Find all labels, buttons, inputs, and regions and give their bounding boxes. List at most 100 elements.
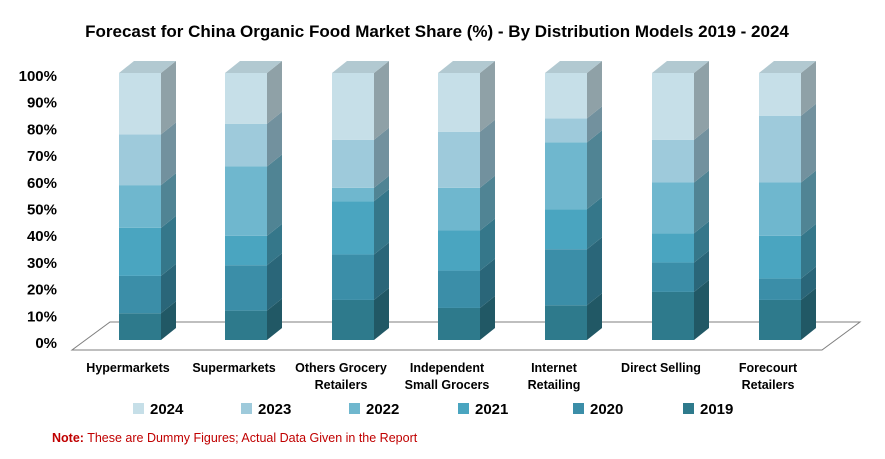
bar-segment-side [801, 170, 816, 236]
legend-swatch [458, 403, 469, 414]
bar-segment-front [332, 73, 374, 140]
bar-segment-side [587, 197, 602, 250]
x-category-label: Retailing [528, 378, 581, 392]
x-category-label: Hypermarkets [86, 361, 169, 375]
bar-segment-2023 [119, 122, 176, 186]
bar-segment-front [332, 254, 374, 300]
bar-segment-front [545, 305, 587, 340]
bar-segment-side [374, 189, 389, 255]
bar-segment-side [801, 223, 816, 279]
bar-segment-2019 [119, 301, 176, 340]
legend-item: 2020 [573, 401, 623, 418]
bar-segment-side [587, 61, 602, 119]
legend-swatch [349, 403, 360, 414]
y-tick-label: 100% [19, 68, 57, 85]
y-tick-label: 70% [27, 148, 57, 165]
bar-top [119, 61, 176, 73]
legend-swatch [683, 403, 694, 414]
bar-segment-side [267, 253, 282, 311]
bar-segment-2021 [332, 189, 389, 255]
legend-label: 2023 [258, 401, 291, 418]
x-category-label: Retailers [315, 378, 368, 392]
bar-stack [545, 61, 602, 340]
bar-segment-2019 [332, 287, 389, 340]
legend-item: 2024 [133, 401, 184, 418]
bar-segment-front [759, 299, 801, 340]
bar-top [225, 61, 282, 73]
bar-segment-side [267, 223, 282, 266]
x-category-label: Forecourt [739, 361, 798, 375]
bar-segment-side [801, 103, 816, 183]
bar-segment-front [759, 235, 801, 279]
bar-segment-side [161, 301, 176, 340]
bar-segment-front [652, 139, 694, 183]
bar-top [652, 61, 709, 73]
legend-label: 2024 [150, 401, 184, 418]
y-tick-label: 60% [27, 175, 57, 192]
bar-segment-side [161, 263, 176, 314]
bar-segment-2021 [438, 218, 495, 271]
bar-segment-2024 [438, 61, 495, 132]
bar-segment-side [587, 106, 602, 143]
y-tick-label: 80% [27, 121, 57, 138]
bar-segment-front [438, 270, 480, 308]
bar-segment-front [225, 123, 267, 167]
bar-segment-side [267, 61, 282, 124]
bar-segment-front [119, 227, 161, 276]
x-category-label: Small Grocers [405, 378, 490, 392]
bar-segment-front [225, 265, 267, 311]
bar-segment-front [332, 187, 374, 202]
bar-segment-2021 [759, 223, 816, 279]
bar-segment-front [225, 73, 267, 124]
bar-segment-side [374, 61, 389, 140]
bar-segment-front [332, 201, 374, 255]
bar-segment-front [225, 235, 267, 266]
bar-segment-side [801, 266, 816, 300]
bar-segment-2024 [119, 61, 176, 135]
bar-segment-side [267, 111, 282, 167]
bar-segment-2022 [438, 175, 495, 231]
bar-segment-side [480, 258, 495, 308]
bar-segment-2019 [438, 295, 495, 340]
bar-segment-side [161, 61, 176, 135]
bar-segment-front [652, 182, 694, 234]
bar-segment-2023 [545, 106, 602, 143]
bar-segment-front [545, 209, 587, 250]
bar-segment-side [694, 279, 709, 340]
legend-label: 2022 [366, 401, 399, 418]
bar-segment-2023 [438, 119, 495, 188]
x-category-label: Others Grocery [295, 361, 387, 375]
bar-stack [225, 61, 282, 340]
bar-segment-front [438, 230, 480, 271]
y-tick-label: 40% [27, 228, 57, 245]
bar-segment-side [161, 215, 176, 276]
bar-segment-2020 [545, 237, 602, 306]
bar-segment-side [480, 295, 495, 340]
x-category-label: Direct Selling [621, 361, 701, 375]
legend-item: 2022 [349, 401, 399, 418]
bar-segment-side [694, 170, 709, 234]
bar-segment-front [652, 233, 694, 263]
bar-segment-side [694, 221, 709, 263]
chart-title: Forecast for China Organic Food Market S… [85, 22, 789, 41]
bar-segment-front [225, 166, 267, 236]
bar-segment-front [119, 134, 161, 186]
bar-segment-2022 [119, 173, 176, 228]
bar-segment-front [332, 299, 374, 340]
bar-segment-side [587, 293, 602, 340]
bar-segment-2020 [119, 263, 176, 314]
bar-segment-2024 [225, 61, 282, 124]
bar-segment-front [545, 249, 587, 306]
bar-segment-side [694, 250, 709, 292]
bar-segment-front [119, 185, 161, 228]
bar-segment-2023 [652, 127, 709, 183]
bar-segment-2019 [225, 298, 282, 340]
bar-segment-front [438, 307, 480, 340]
bar-segment-front [438, 131, 480, 188]
bar-segment-front [759, 73, 801, 116]
bar-segment-2022 [545, 130, 602, 210]
bars [119, 61, 816, 340]
note-text: These are Dummy Figures; Actual Data Giv… [83, 431, 418, 445]
bar-segment-side [480, 175, 495, 231]
